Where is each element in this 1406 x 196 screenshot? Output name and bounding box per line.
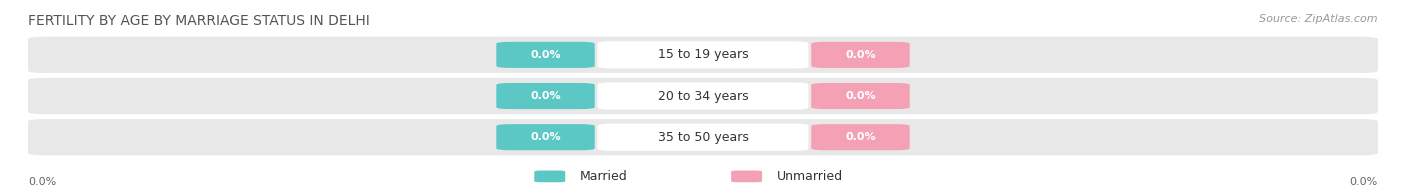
Text: 0.0%: 0.0% [845, 132, 876, 142]
FancyBboxPatch shape [598, 83, 808, 110]
Text: 35 to 50 years: 35 to 50 years [658, 131, 748, 144]
FancyBboxPatch shape [496, 83, 595, 109]
Text: Unmarried: Unmarried [776, 170, 844, 183]
FancyBboxPatch shape [28, 37, 1378, 73]
FancyBboxPatch shape [28, 119, 1378, 155]
FancyBboxPatch shape [28, 78, 1378, 114]
Text: 0.0%: 0.0% [530, 50, 561, 60]
FancyBboxPatch shape [598, 124, 808, 151]
Text: 0.0%: 0.0% [28, 177, 56, 187]
Text: 15 to 19 years: 15 to 19 years [658, 48, 748, 61]
Text: 0.0%: 0.0% [1350, 177, 1378, 187]
FancyBboxPatch shape [811, 42, 910, 68]
Text: Married: Married [581, 170, 627, 183]
FancyBboxPatch shape [598, 41, 808, 68]
Text: 0.0%: 0.0% [530, 91, 561, 101]
FancyBboxPatch shape [811, 124, 910, 150]
Text: 0.0%: 0.0% [845, 50, 876, 60]
FancyBboxPatch shape [534, 171, 565, 182]
FancyBboxPatch shape [811, 83, 910, 109]
Text: Source: ZipAtlas.com: Source: ZipAtlas.com [1260, 14, 1378, 24]
FancyBboxPatch shape [496, 124, 595, 150]
Text: 20 to 34 years: 20 to 34 years [658, 90, 748, 103]
FancyBboxPatch shape [731, 171, 762, 182]
Text: 0.0%: 0.0% [530, 132, 561, 142]
Text: FERTILITY BY AGE BY MARRIAGE STATUS IN DELHI: FERTILITY BY AGE BY MARRIAGE STATUS IN D… [28, 14, 370, 28]
Text: 0.0%: 0.0% [845, 91, 876, 101]
FancyBboxPatch shape [496, 42, 595, 68]
